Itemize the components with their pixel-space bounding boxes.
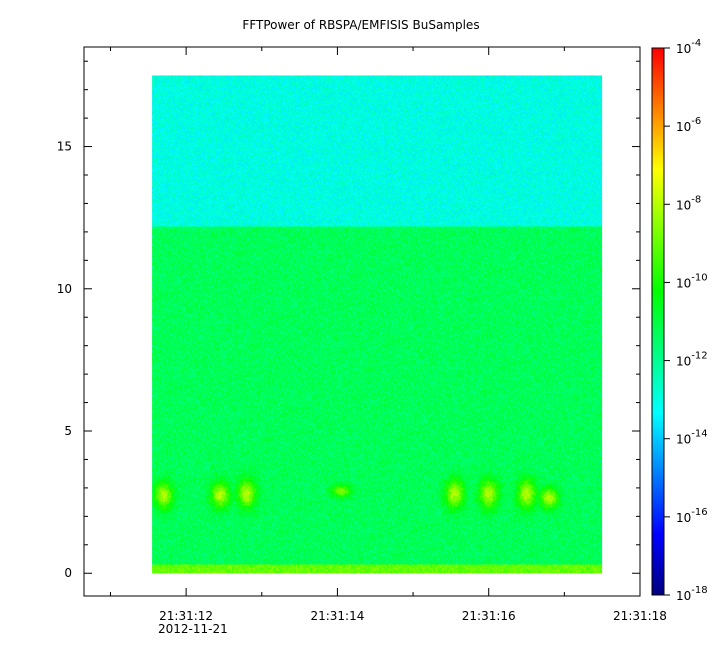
colorbar-tick-label: 10-18 <box>676 585 708 603</box>
colorbar-tick-label: 10-4 <box>676 38 701 56</box>
y-tick-label: 0 <box>64 566 72 580</box>
colorbar-tick-label: 10-10 <box>676 272 708 290</box>
plot-border <box>83 46 641 597</box>
colorbar: 10-4 10-6 10-8 10-10 10-12 10-14 10-16 10-18 <box>651 38 708 603</box>
colorbar-tick-label: 10-14 <box>676 429 708 447</box>
x-axis: 21:31:12 21:31:14 21:31:16 21:31:18 <box>109 47 667 623</box>
x-tick-label: 21:31:12 <box>159 609 213 623</box>
y-tick-label: 15 <box>57 140 72 154</box>
x-tick-label: 21:31:16 <box>462 609 516 623</box>
plot-area <box>83 46 641 597</box>
y-tick-label: 10 <box>57 282 72 296</box>
colorbar-tick-label: 10-6 <box>676 116 701 134</box>
spectrogram-image <box>152 75 603 574</box>
x-tick-label: 21:31:18 <box>613 609 667 623</box>
colorbar-gradient <box>651 47 665 596</box>
colorbar-ticks: 10-4 10-6 10-8 10-10 10-12 10-14 10-16 10-18 <box>664 38 708 603</box>
colorbar-tick-label: 10-16 <box>676 507 708 525</box>
y-tick-label: 5 <box>64 424 72 438</box>
y-axis: 0 5 10 15 <box>57 60 640 580</box>
x-tick-label: 21:31:14 <box>310 609 364 623</box>
chart-title: FFTPower of RBSPA/EMFISIS BuSamples <box>242 18 479 32</box>
colorbar-tick-label: 10-8 <box>676 194 701 212</box>
x-date-label: 2012-11-21 <box>158 622 228 636</box>
colorbar-tick-label: 10-12 <box>676 351 708 369</box>
